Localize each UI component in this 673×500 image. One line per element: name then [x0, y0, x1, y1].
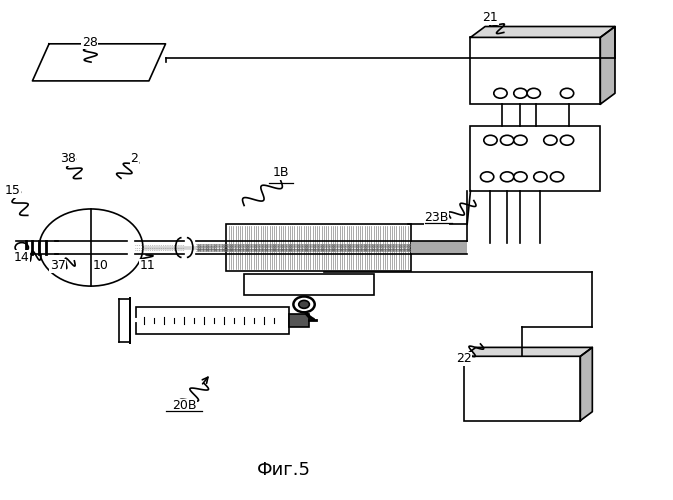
Text: 38: 38	[60, 152, 75, 165]
Polygon shape	[470, 26, 615, 38]
Polygon shape	[580, 348, 592, 420]
Bar	[464, 356, 580, 420]
Circle shape	[501, 136, 513, 145]
Circle shape	[299, 300, 310, 308]
Text: 28: 28	[81, 36, 98, 49]
Circle shape	[513, 88, 527, 98]
Text: 10: 10	[93, 260, 109, 272]
Text: 22: 22	[456, 352, 472, 366]
Circle shape	[481, 172, 494, 182]
Text: 23B: 23B	[424, 212, 448, 224]
Text: 2: 2	[131, 152, 138, 165]
Circle shape	[551, 172, 564, 182]
Text: 20B: 20B	[172, 399, 197, 412]
Circle shape	[501, 172, 513, 182]
Circle shape	[561, 88, 573, 98]
Bar	[411, 240, 467, 254]
Circle shape	[293, 296, 315, 312]
Text: 11: 11	[140, 260, 155, 272]
Bar	[470, 38, 600, 104]
Bar	[470, 126, 600, 190]
Text: 14: 14	[13, 251, 29, 264]
Bar	[289, 314, 310, 328]
Bar	[136, 307, 289, 334]
Circle shape	[15, 242, 28, 252]
Bar	[226, 224, 411, 272]
Text: Фиг.5: Фиг.5	[257, 461, 311, 479]
Text: 15: 15	[5, 184, 20, 197]
Circle shape	[494, 88, 507, 98]
Polygon shape	[464, 348, 592, 356]
Circle shape	[513, 136, 527, 145]
Circle shape	[544, 136, 557, 145]
Circle shape	[534, 172, 547, 182]
Text: 1B: 1B	[273, 166, 289, 179]
Text: 21: 21	[483, 11, 498, 24]
Polygon shape	[32, 44, 166, 81]
Polygon shape	[600, 26, 615, 104]
Circle shape	[527, 88, 540, 98]
Circle shape	[484, 136, 497, 145]
Circle shape	[513, 172, 527, 182]
Circle shape	[39, 209, 143, 286]
Bar	[244, 274, 374, 294]
Text: 37: 37	[50, 260, 66, 272]
Circle shape	[561, 136, 573, 145]
